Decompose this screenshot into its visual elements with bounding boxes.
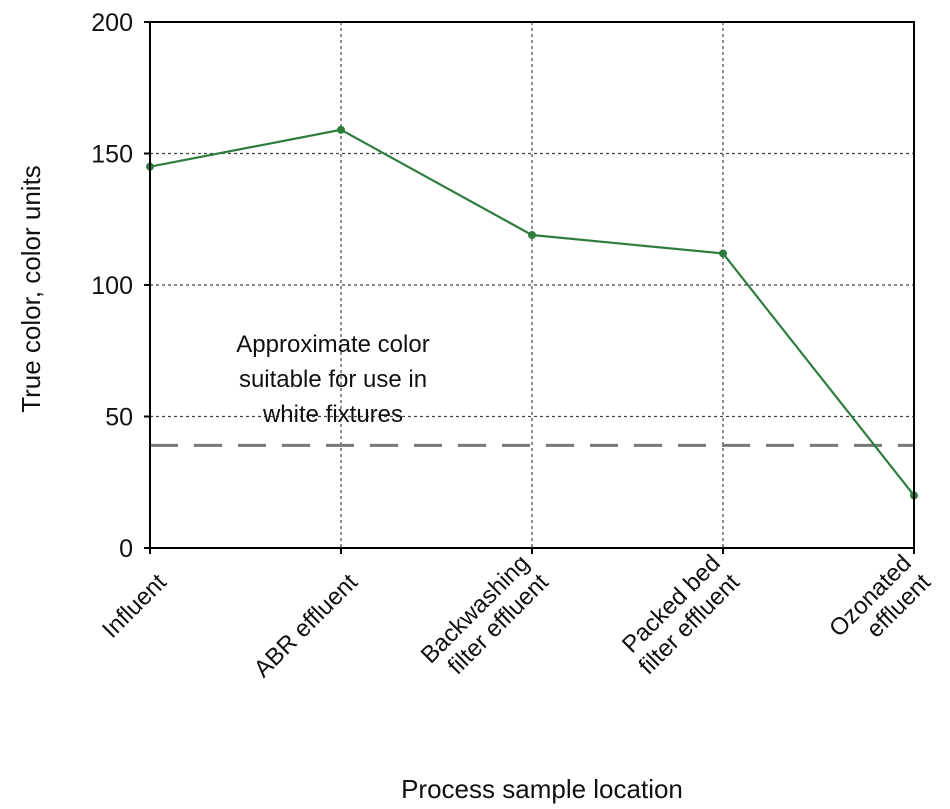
reference-annotation-line: suitable for use in	[239, 366, 427, 393]
reference-annotation-line: white fixtures	[262, 401, 403, 428]
grid	[150, 22, 914, 548]
y-tick-label: 100	[91, 272, 133, 300]
data-point	[528, 231, 536, 240]
y-tick-label: 150	[91, 141, 133, 169]
x-category-label: Influent	[97, 569, 172, 644]
data-point	[337, 125, 345, 134]
reference-line-group: Approximate color suitable for use in whit…	[150, 331, 914, 447]
x-category-label: ABR effluent	[249, 569, 363, 683]
y-tick-label: 0	[119, 535, 133, 563]
plot-frame	[149, 21, 915, 549]
data-point	[719, 249, 727, 258]
reference-annotation-line: Approximate color	[236, 331, 429, 358]
x-category-line: ABR effluent	[249, 569, 363, 683]
series-group	[146, 125, 918, 500]
x-category-line: Influent	[97, 569, 172, 644]
y-axis-ticks: 0 50 100 150 200	[91, 9, 150, 563]
y-axis-label: True color, color units	[16, 165, 46, 413]
y-tick-label: 50	[105, 404, 133, 432]
y-tick-label: 200	[91, 9, 133, 37]
x-axis-label: Process sample location	[401, 774, 683, 804]
